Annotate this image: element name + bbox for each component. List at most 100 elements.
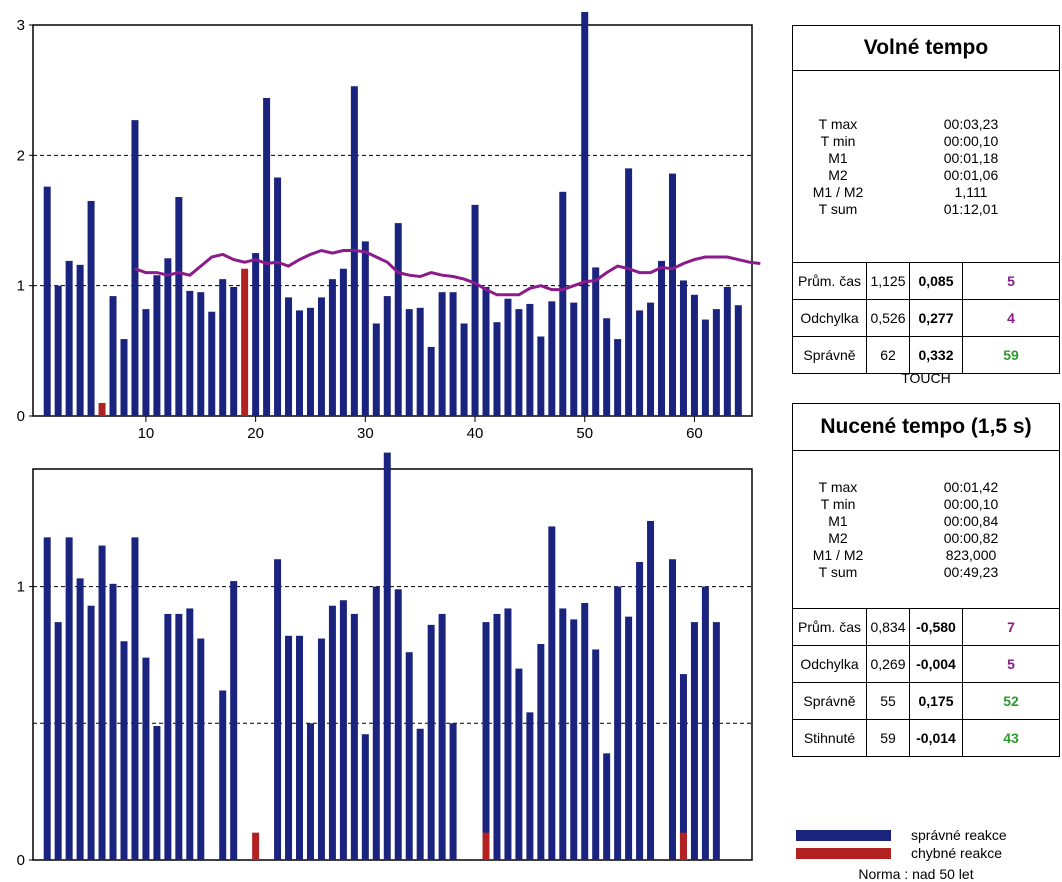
forced-tempo-panel: Nucené tempo (1,5 s) T max T min M1 M2 M1 / … bbox=[792, 403, 1060, 757]
bottom-plot-frame bbox=[32, 468, 753, 861]
top-y-axis: 0 1 2 3 bbox=[17, 17, 33, 425]
correct-bar bbox=[668, 173, 676, 416]
correct-bar bbox=[482, 622, 490, 860]
wrong-bar bbox=[241, 268, 249, 416]
correct-bar bbox=[142, 657, 150, 860]
stat-label: M1 / M2 bbox=[812, 546, 864, 563]
correct-bar bbox=[504, 608, 512, 860]
forced-tempo-table: Prům. čas 0,834 -0,580 7 Odchylka 0,269 -0,004… bbox=[793, 609, 1059, 756]
correct-bar bbox=[285, 635, 293, 860]
correct-bar bbox=[394, 589, 402, 860]
top-plot-frame bbox=[32, 24, 753, 417]
correct-bar bbox=[526, 712, 534, 860]
correct-bar bbox=[65, 537, 73, 860]
correct-bar bbox=[274, 559, 282, 860]
stat-value: 00:01,06 bbox=[943, 166, 999, 183]
cell-value: 0,834 bbox=[866, 609, 910, 646]
correct-bar bbox=[65, 260, 73, 416]
stat-label: M2 bbox=[828, 166, 848, 183]
top-y-tick-label: 3 bbox=[17, 17, 25, 34]
correct-bar bbox=[120, 339, 128, 416]
correct-bar bbox=[515, 309, 523, 416]
top-y-tick-label: 0 bbox=[17, 408, 25, 425]
correct-bar bbox=[570, 302, 578, 416]
bottom-grid bbox=[33, 586, 752, 724]
cell-count: 52 bbox=[962, 682, 1059, 720]
stat-value: 00:00,82 bbox=[943, 529, 999, 546]
correct-bar bbox=[438, 613, 446, 860]
correct-bar bbox=[131, 120, 139, 416]
correct-bar bbox=[197, 292, 205, 416]
correct-bar bbox=[328, 605, 336, 860]
correct-bar bbox=[372, 586, 380, 860]
correct-bar bbox=[515, 668, 523, 860]
correct-bar bbox=[175, 613, 183, 860]
forced-stat-labels: T max T min M1 M2 M1 / M2 T sum bbox=[793, 479, 883, 581]
stat-label: T min bbox=[820, 495, 856, 512]
correct-bar bbox=[636, 310, 644, 416]
correct-bar bbox=[416, 307, 424, 416]
bottom-y-axis: 01 bbox=[17, 579, 33, 869]
cell-count: 5 bbox=[962, 645, 1059, 683]
correct-bar bbox=[361, 734, 369, 860]
free-tempo-stats: T max T min M1 M2 M1 / M2 T sum 00:03,23 00:00… bbox=[793, 71, 1059, 263]
top-trend-line bbox=[134, 248, 761, 297]
correct-bar bbox=[339, 600, 347, 860]
forced-tempo-title: Nucené tempo (1,5 s) bbox=[793, 404, 1059, 451]
correct-bar bbox=[581, 11, 589, 416]
cell-label: Odchylka bbox=[793, 299, 867, 337]
correct-bar bbox=[570, 619, 578, 860]
stat-label: M1 bbox=[828, 512, 848, 529]
cell-label: Správně bbox=[793, 682, 867, 720]
correct-bar bbox=[625, 168, 633, 416]
correct-bar bbox=[460, 323, 468, 416]
correct-bar bbox=[548, 526, 556, 860]
correct-bar bbox=[581, 602, 589, 860]
correct-bar bbox=[153, 726, 161, 860]
correct-bar bbox=[537, 643, 545, 860]
stat-label: T min bbox=[820, 132, 856, 149]
stat-value: 00:49,23 bbox=[943, 563, 999, 580]
correct-bar bbox=[109, 296, 117, 416]
touch-label: TOUCH bbox=[901, 370, 951, 386]
correct-bar bbox=[175, 197, 183, 416]
cell-dev: -0,580 bbox=[909, 609, 963, 646]
correct-bar bbox=[361, 241, 369, 416]
correct-bar bbox=[306, 307, 314, 416]
correct-bar bbox=[493, 322, 501, 416]
stat-value: 01:12,01 bbox=[943, 200, 999, 217]
stat-label: M1 / M2 bbox=[812, 183, 864, 200]
stat-value: 00:00,10 bbox=[943, 132, 999, 149]
free-tempo-title: Volné tempo bbox=[793, 26, 1059, 71]
correct-bar bbox=[405, 309, 413, 416]
wrong-bar bbox=[252, 832, 260, 860]
free-tempo-panel: Volné tempo T max T min M1 M2 M1 / M2 T sum 0… bbox=[792, 25, 1060, 374]
correct-bar bbox=[76, 578, 84, 860]
correct-bar bbox=[614, 339, 622, 416]
cell-value: 59 bbox=[866, 719, 910, 756]
correct-bar bbox=[274, 177, 282, 416]
bottom-bars bbox=[43, 452, 720, 860]
correct-bar bbox=[43, 537, 51, 860]
correct-bar bbox=[449, 723, 457, 860]
stat-row: Správně 55 0,175 52 bbox=[793, 682, 1059, 720]
forced-stat-values: 00:01,42 00:00,10 00:00,84 00:00,82 823,000 0… bbox=[883, 479, 1059, 581]
stat-value: 00:00,84 bbox=[943, 512, 999, 529]
legend-norm: Norma : nad 50 let bbox=[858, 866, 974, 882]
correct-bar bbox=[109, 583, 117, 860]
correct-bar bbox=[350, 613, 358, 860]
cell-dev: 0,277 bbox=[909, 299, 963, 337]
top-bars bbox=[43, 11, 742, 417]
correct-bar bbox=[712, 309, 720, 416]
correct-bar bbox=[723, 286, 731, 416]
correct-bar bbox=[647, 520, 655, 860]
legend-correct-label: správné reakce bbox=[911, 827, 1007, 843]
correct-bar bbox=[142, 309, 150, 416]
legend-wrong-label: chybné reakce bbox=[911, 845, 1003, 861]
free-stat-values: 00:03,23 00:00,10 00:01,18 00:01,06 1,111 01:… bbox=[883, 116, 1059, 218]
correct-bar bbox=[296, 310, 304, 416]
correct-bar bbox=[186, 290, 194, 416]
correct-bar bbox=[438, 292, 446, 416]
stat-row: Stihnuté 59 -0,014 43 bbox=[793, 719, 1059, 756]
top-x-axis: 10 20 30 40 50 60 bbox=[138, 416, 703, 442]
